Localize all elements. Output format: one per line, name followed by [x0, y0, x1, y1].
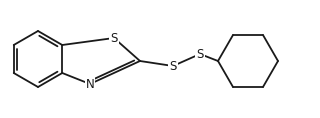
Text: S: S: [169, 59, 177, 72]
Text: S: S: [110, 32, 118, 44]
Text: N: N: [86, 78, 94, 91]
Text: S: S: [196, 48, 204, 61]
